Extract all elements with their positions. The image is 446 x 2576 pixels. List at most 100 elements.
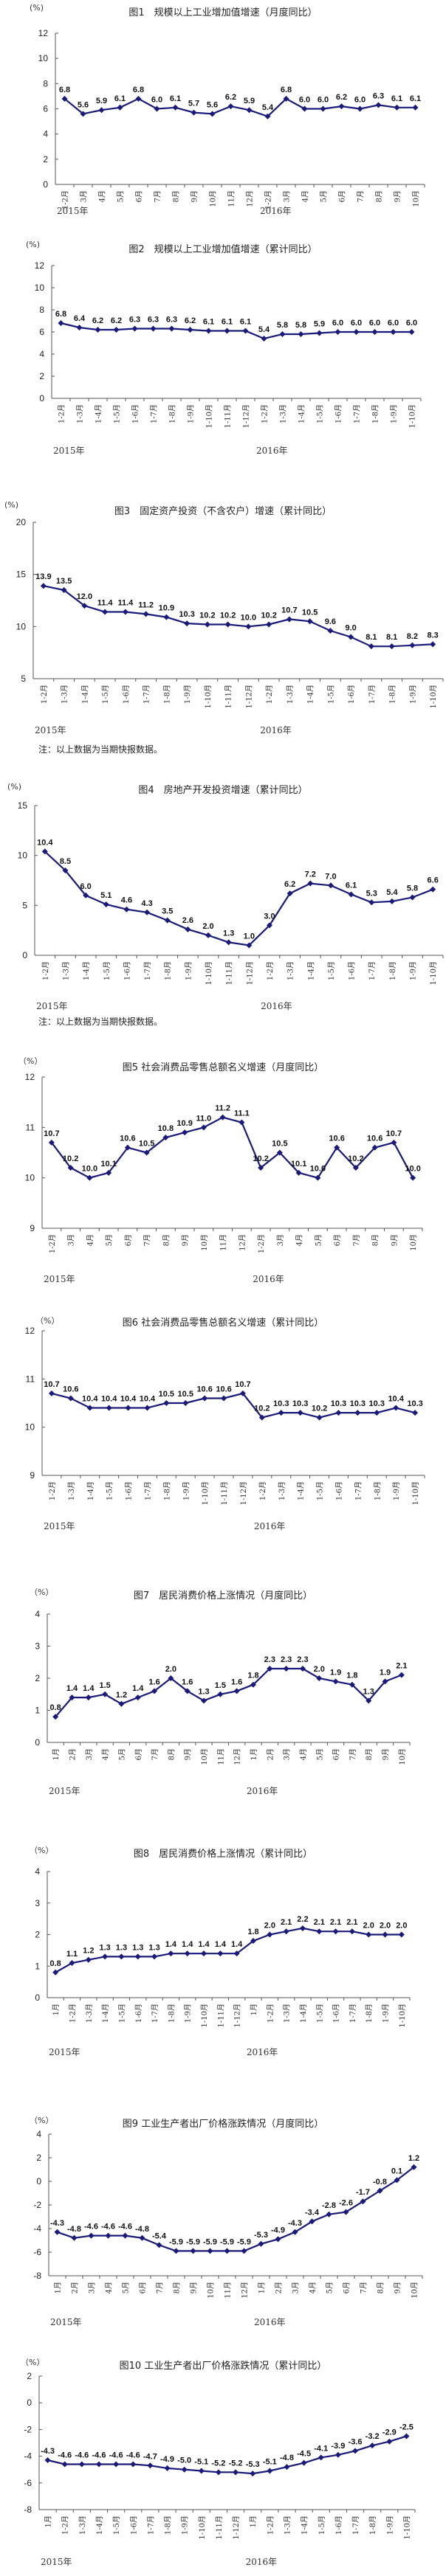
data-label: 10.1 <box>100 1160 116 1168</box>
data-label: 1.3 <box>132 1943 143 1952</box>
x-tick-label: 1-4月 <box>297 1481 306 1500</box>
y-tick-label: 0 <box>35 1737 40 1748</box>
data-point-marker <box>332 1678 339 1685</box>
data-point-marker <box>131 325 138 332</box>
x-tick-label: 1-6月 <box>334 404 343 423</box>
data-label: 7.0 <box>325 872 336 881</box>
data-label: 6.1 <box>222 318 233 327</box>
x-tick-label: 4月 <box>98 190 107 202</box>
data-point-marker <box>306 618 313 625</box>
data-point-marker <box>295 1169 302 1176</box>
x-tick-label: 3月 <box>276 1234 285 1246</box>
data-label: 10.4 <box>101 1395 117 1404</box>
data-label: 10.7 <box>44 1129 59 1138</box>
data-label: -0.8 <box>373 2178 387 2187</box>
x-tick-label: 4月 <box>101 1748 110 1760</box>
data-label: 1.4 <box>198 1940 210 1949</box>
data-label: 10.0 <box>82 1165 97 1174</box>
data-label: 8.1 <box>386 633 397 642</box>
x-tick-label: 1月 <box>52 1748 61 1760</box>
x-tick-label: 3月 <box>88 2282 97 2293</box>
data-label: 0.1 <box>391 2167 402 2175</box>
x-tick-label: 6月 <box>343 2282 351 2293</box>
x-tick-label: 1-9月 <box>392 1481 401 1500</box>
data-label: 6.8 <box>133 86 144 94</box>
x-tick-label: 1-2月 <box>266 2004 275 2023</box>
data-label: 10.5 <box>159 1390 174 1399</box>
x-tick-label: 1-10月 <box>411 1481 420 1505</box>
x-tick-label: 11月 <box>224 2282 233 2299</box>
y-unit-label: （%） <box>30 1846 54 1855</box>
data-point-marker <box>307 880 314 887</box>
data-label: 10.4 <box>120 1395 137 1404</box>
data-label: 12.0 <box>77 592 92 601</box>
data-label: 6.0 <box>388 319 399 328</box>
data-point-marker <box>80 111 86 117</box>
y-tick-label: 12 <box>25 1072 35 1082</box>
series-line <box>57 2166 415 2252</box>
data-point-marker <box>154 105 160 112</box>
data-point-marker <box>40 583 47 589</box>
data-label: 1.9 <box>380 1668 391 1677</box>
x-tick-label: 1-6月 <box>122 685 131 704</box>
data-label: 10.6 <box>367 1135 382 1143</box>
data-point-marker <box>382 1931 388 1938</box>
data-label: -2.8 <box>322 2201 336 2210</box>
data-label: 6.8 <box>281 86 292 94</box>
data-label: 6.1 <box>240 318 251 327</box>
x-tick-label: 1-7月 <box>368 685 377 704</box>
data-point-marker <box>412 1410 419 1416</box>
data-point-marker <box>106 1169 112 1176</box>
x-tick-label: 11月 <box>216 1748 225 1765</box>
y-tick-label: 9 <box>30 1470 35 1481</box>
data-label: -5.1 <box>194 2458 208 2467</box>
data-label: -4.6 <box>118 2223 132 2232</box>
chart-fig6: 图6 社会消费品零售总额名义增速（累计同比） （%） 9 10 11 12 1-2月 1-3月… <box>0 1306 446 1549</box>
x-tick-label: 1-4月 <box>298 404 306 423</box>
y-tick-label: 8 <box>39 305 44 315</box>
data-label: 10.3 <box>273 1399 289 1408</box>
year-label: 2015年 <box>36 1001 68 1011</box>
data-label: -3.6 <box>349 2437 363 2446</box>
data-label: 6.8 <box>55 310 66 319</box>
data-label: 5.6 <box>207 100 218 109</box>
series-line <box>51 1392 416 1419</box>
x-tick-label: 4月 <box>309 2282 318 2293</box>
data-label: -5.9 <box>203 2237 217 2246</box>
y-tick-label: 4 <box>35 1609 40 1619</box>
y-tick-label: 0 <box>36 2176 41 2187</box>
x-tick-label: 1-7月 <box>349 2004 357 2023</box>
y-unit-label: (%) <box>26 240 41 249</box>
x-tick-label: 5月 <box>105 1234 114 1246</box>
x-tick-label: 10月 <box>398 1748 407 1765</box>
year-label: 2015年 <box>44 1521 75 1531</box>
data-label: 1.6 <box>182 1677 193 1686</box>
data-point-marker <box>388 643 395 650</box>
data-point-marker <box>334 329 341 335</box>
data-point-marker <box>151 1688 158 1694</box>
year-label: 2016年 <box>260 206 292 216</box>
x-tick-label: 1-12月 <box>245 961 254 985</box>
data-point-marker <box>102 1953 109 1960</box>
y-tick-label: 0 <box>27 2397 32 2408</box>
y-tick-label: 2 <box>39 371 44 381</box>
data-label: 6.2 <box>111 316 122 325</box>
y-unit-label: （%） <box>18 1056 43 1066</box>
data-point-marker <box>48 1139 55 1146</box>
data-label: 11.0 <box>196 1114 211 1123</box>
x-tick-label: 1-6月 <box>129 2516 138 2535</box>
x-tick-label: 1-12月 <box>239 1481 248 1505</box>
data-point-marker <box>246 942 253 949</box>
x-tick-label: 1-10月 <box>198 2516 207 2539</box>
data-point-marker <box>201 1950 207 1957</box>
data-point-marker <box>83 892 89 899</box>
data-point-marker <box>122 2232 128 2239</box>
x-tick-label: 1月 <box>250 1748 258 1760</box>
data-point-marker <box>85 1956 92 1963</box>
data-label: 1.4 <box>231 1940 243 1949</box>
data-point-marker <box>326 2211 332 2217</box>
x-tick-label: 1-9月 <box>409 961 418 980</box>
x-tick-label: 5月 <box>314 1234 323 1246</box>
data-point-marker <box>349 1681 355 1688</box>
data-label: 10.0 <box>310 1165 326 1174</box>
